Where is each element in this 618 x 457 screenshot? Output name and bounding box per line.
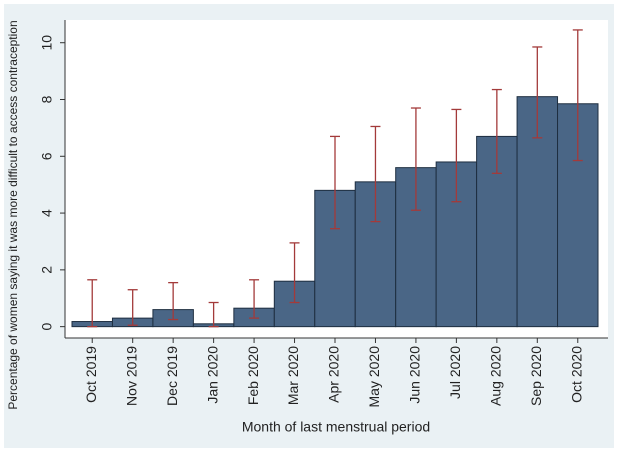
x-tick-label: Feb 2020	[245, 346, 261, 405]
x-tick-label: May 2020	[366, 346, 382, 408]
x-tick-label: Jan 2020	[204, 346, 220, 404]
x-tick-label: Oct 2020	[568, 346, 584, 403]
x-tick-label: Jul 2020	[447, 346, 463, 399]
y-tick-label: 10	[39, 35, 55, 51]
y-tick-label: 6	[39, 152, 55, 160]
x-tick-label: Sep 2020	[528, 346, 544, 406]
x-tick-label: Jun 2020	[407, 346, 423, 404]
y-axis-label: Percentage of women saying it was more d…	[6, 20, 20, 409]
x-tick-label: Aug 2020	[488, 346, 504, 406]
y-tick-label: 0	[39, 323, 55, 331]
x-tick-label: Oct 2019	[83, 346, 99, 403]
x-tick-label: Dec 2019	[164, 346, 180, 406]
x-tick-label: Nov 2019	[123, 346, 139, 406]
x-tick-label: Mar 2020	[285, 346, 301, 405]
x-tick-label: Apr 2020	[326, 346, 342, 403]
y-tick-label: 4	[39, 209, 55, 217]
y-tick-label: 8	[39, 95, 55, 103]
x-axis-label: Month of last menstrual period	[242, 419, 430, 435]
y-tick-label: 2	[39, 266, 55, 274]
